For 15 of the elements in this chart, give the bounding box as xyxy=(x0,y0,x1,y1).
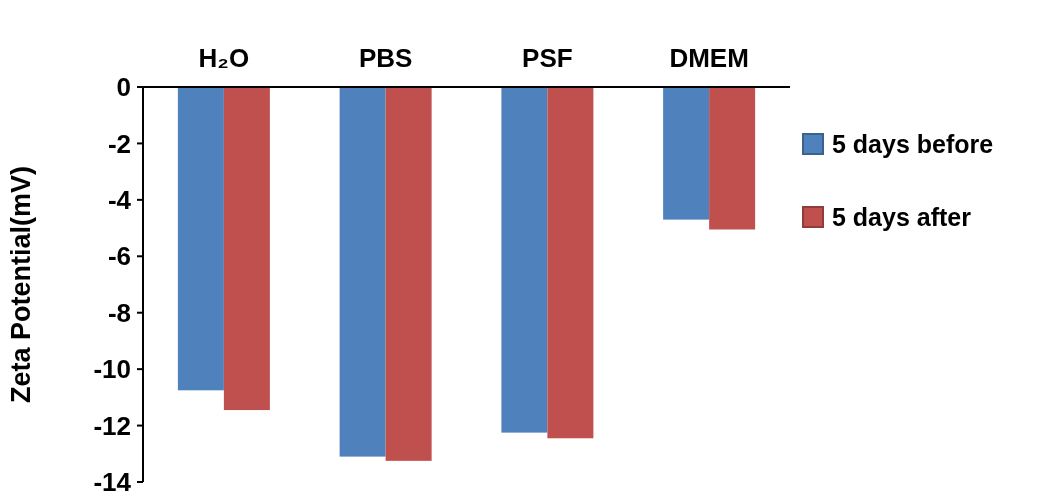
y-tick-label: 0 xyxy=(116,72,131,103)
x-tick-label: PSF xyxy=(522,43,573,73)
y-tick-label: -4 xyxy=(107,184,132,215)
y-tick-label: -12 xyxy=(93,410,131,441)
y-axis-title: Zeta Potential(mV) xyxy=(6,165,36,404)
x-tick-label: DMEM xyxy=(669,43,749,73)
x-tick-label: PBS xyxy=(358,43,413,73)
legend-label: 5 days before xyxy=(832,129,994,158)
y-tick-label: -6 xyxy=(107,241,131,272)
y-tick-label: -8 xyxy=(107,297,131,328)
y-tick-label: -10 xyxy=(93,354,131,385)
y-tick-label: -2 xyxy=(107,128,131,159)
x-tick-label: H₂O xyxy=(198,43,250,73)
legend-label: 5 days after xyxy=(832,202,972,231)
y-tick-label: -14 xyxy=(93,467,132,495)
